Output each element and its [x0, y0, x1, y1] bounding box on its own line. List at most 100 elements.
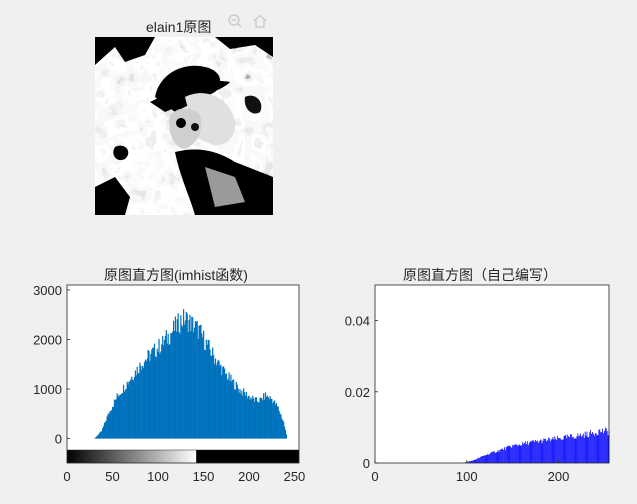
chart1-bar — [112, 406, 115, 439]
chart1-bar — [243, 388, 245, 439]
chart1-bar — [283, 421, 285, 439]
zoom-out-icon[interactable] — [228, 14, 242, 28]
chart1-bar — [204, 350, 207, 439]
chart1-bar — [263, 399, 266, 439]
home-icon[interactable] — [253, 14, 267, 28]
chart1-xtick-label: 150 — [193, 469, 215, 484]
chart1-bar — [111, 409, 113, 439]
chart1-bar — [213, 355, 215, 439]
chart1-bar — [171, 332, 173, 439]
chart1-bar — [278, 410, 280, 439]
chart1-bar — [223, 368, 226, 439]
chart1-bar — [147, 349, 149, 439]
chart1-bar — [254, 397, 257, 439]
chart1-bar — [258, 402, 260, 439]
chart1-bar — [149, 361, 151, 439]
chart1-bar — [170, 333, 172, 439]
chart1-bar — [115, 399, 117, 439]
chart1-bar — [165, 330, 167, 439]
chart1-bar — [262, 400, 264, 439]
chart1-bar — [229, 380, 231, 439]
chart1-bar — [233, 389, 236, 439]
chart1-bar — [172, 331, 174, 439]
chart1-bar — [238, 392, 240, 439]
chart1-bar — [139, 362, 141, 439]
chart1-bar — [121, 393, 123, 439]
chart1-bar — [114, 399, 116, 439]
chart1-colorbar-gradient — [67, 450, 197, 463]
chart1-bar — [240, 393, 242, 439]
chart1-bar — [156, 348, 158, 439]
chart1-bar — [190, 331, 192, 439]
chart1-bar — [164, 335, 167, 439]
chart1-bar — [175, 331, 177, 439]
chart1-bar — [169, 344, 171, 439]
chart1-bar — [189, 314, 191, 439]
chart1-bar — [196, 320, 198, 439]
chart1-bar — [201, 333, 203, 439]
chart1-bar — [152, 347, 155, 439]
chart1-bar — [251, 399, 253, 439]
chart1-bar — [154, 356, 157, 439]
chart1-bar — [161, 344, 163, 439]
chart1-bar — [267, 397, 269, 439]
chart1-bar — [177, 313, 179, 439]
chart1-bar — [194, 321, 197, 439]
chart1-bar — [225, 373, 227, 439]
chart1-bar — [265, 397, 268, 439]
chart1-bar — [122, 393, 124, 439]
chart1-bar — [151, 349, 153, 439]
image-axes-title: elain1原图 — [146, 19, 212, 35]
chart1-bar — [273, 401, 275, 439]
chart1-bar — [269, 396, 271, 439]
chart1-bar — [199, 325, 201, 439]
chart1-bar — [123, 391, 126, 439]
chart1-bar — [183, 324, 186, 439]
chart1-title: 原图直方图(imhist函数) — [104, 267, 248, 283]
chart1-bar — [181, 324, 183, 439]
chart1-bar — [98, 433, 100, 439]
chart1-bar — [248, 395, 250, 439]
chart1-bar — [146, 358, 148, 439]
chart1-xtick-label: 0 — [63, 469, 70, 484]
chart1-bar — [245, 391, 247, 439]
chart1-bar — [232, 379, 234, 439]
chart1-xtick-label: 200 — [238, 469, 260, 484]
chart1-bar — [216, 362, 218, 439]
chart1-bar — [104, 421, 106, 439]
chart1-bar — [274, 404, 277, 439]
chart1-bar — [241, 390, 243, 439]
chart1-bar — [125, 388, 127, 439]
chart1-bar — [148, 350, 150, 439]
chart1-bar — [285, 434, 288, 439]
chart1-bar — [237, 388, 239, 439]
chart1-bar — [253, 398, 255, 439]
chart1-bar — [142, 365, 144, 439]
chart1-bar — [176, 319, 178, 439]
chart1-bar — [280, 414, 282, 439]
chart1-bar — [141, 369, 143, 439]
chart1-bar — [223, 366, 225, 439]
chart1-bar — [197, 338, 199, 439]
chart1-bar — [116, 393, 118, 439]
chart1-bar — [279, 413, 281, 439]
chart1-ytick-label: 0 — [55, 432, 62, 447]
chart1-ytick-label: 3000 — [33, 283, 62, 298]
chart1-bar — [112, 406, 114, 439]
chart1-bar — [202, 337, 204, 439]
chart1-bar — [234, 389, 237, 439]
chart1-bar — [203, 330, 205, 439]
chart1-bar — [211, 355, 213, 439]
chart1-bar — [224, 373, 227, 439]
chart1-bar — [131, 376, 133, 439]
chart1-bar — [259, 397, 261, 439]
chart1-bar — [108, 414, 110, 439]
chart1-bar — [162, 335, 164, 439]
chart1-bar — [107, 413, 109, 439]
chart1-bar — [192, 317, 194, 439]
chart1-bar — [271, 398, 273, 439]
chart1-colorbar-dark — [196, 450, 299, 463]
chart1-bar — [186, 313, 188, 439]
chart1-bar — [273, 400, 276, 439]
